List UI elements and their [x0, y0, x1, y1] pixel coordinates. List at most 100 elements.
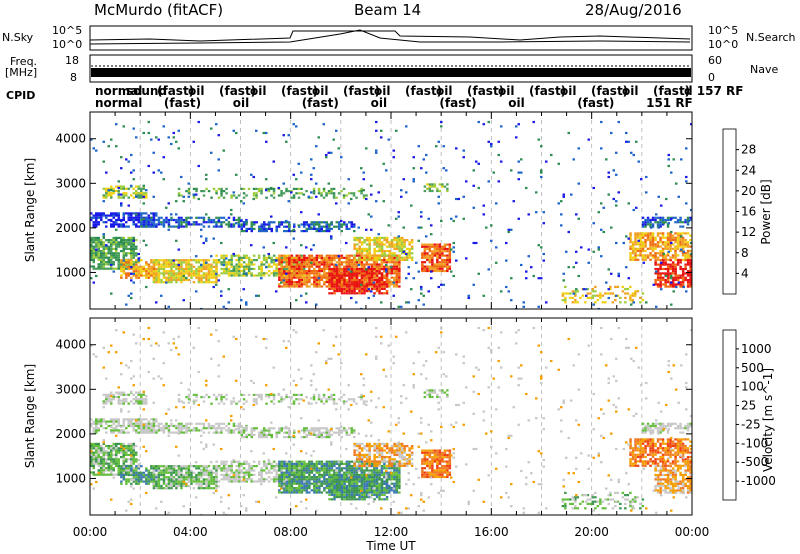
echo-cell — [212, 259, 216, 262]
echo-cell — [375, 243, 379, 246]
echo-cell — [363, 256, 366, 259]
echo-cell — [132, 473, 136, 477]
echo-cell — [681, 243, 685, 246]
echo-cell — [262, 272, 266, 275]
echo-cell — [313, 267, 316, 270]
echo-cell — [634, 292, 637, 295]
echo-cell — [200, 235, 203, 238]
echo-cell — [140, 429, 143, 432]
echo-cell — [674, 232, 677, 235]
echo-cell — [358, 283, 361, 286]
echo-cell — [353, 256, 356, 259]
echo-cell — [162, 427, 166, 430]
echo-cell — [110, 212, 113, 215]
echo-cell — [335, 221, 338, 224]
echo-cell — [407, 266, 410, 269]
echo-cell — [205, 471, 208, 474]
echo-cell — [195, 216, 198, 219]
echo-cell — [135, 453, 138, 456]
echo-cell — [107, 424, 110, 428]
echo-cell — [117, 447, 120, 450]
echo-cell — [165, 261, 168, 264]
echo-cell — [90, 138, 93, 141]
echo-cell — [250, 469, 253, 472]
echo-cell — [272, 261, 276, 264]
echo-cell — [400, 258, 404, 261]
echo-cell — [260, 192, 263, 195]
echo-cell — [393, 256, 396, 259]
echo-cell — [368, 258, 371, 261]
echo-cell — [300, 278, 304, 281]
echo-cell — [265, 259, 268, 262]
echo-cell — [317, 396, 321, 399]
echo-cell — [122, 460, 125, 463]
echo-cell — [398, 261, 401, 264]
echo-cell — [222, 149, 225, 152]
echo-cell — [380, 283, 384, 286]
echo-cell — [664, 261, 667, 264]
echo-cell — [102, 418, 105, 421]
echo-cell — [190, 270, 193, 273]
echo-cell — [644, 258, 647, 261]
echo-cell — [368, 272, 371, 275]
echo-cell — [102, 442, 105, 445]
echo-cell — [157, 429, 161, 432]
echo-cell — [684, 259, 687, 262]
echo-cell — [215, 263, 218, 266]
echo-cell — [232, 471, 236, 474]
echo-cell — [232, 422, 236, 425]
echo-cell — [97, 451, 100, 454]
echo-cell — [252, 175, 255, 179]
echo-cell — [407, 301, 410, 304]
echo-cell — [365, 256, 369, 259]
echo-cell — [347, 398, 351, 401]
echo-cell — [242, 196, 246, 199]
echo-cell — [245, 272, 248, 275]
echo-cell — [137, 225, 140, 228]
echo-cell — [669, 283, 672, 286]
echo-cell — [323, 270, 326, 273]
echo-cell — [217, 225, 221, 228]
echo-cell — [686, 241, 690, 244]
echo-cell — [285, 267, 288, 270]
echo-cell — [365, 197, 368, 201]
echo-cell — [285, 187, 288, 190]
echo-cell — [398, 281, 401, 284]
echo-cell — [222, 259, 226, 262]
echo-cell — [207, 272, 211, 275]
echo-cell — [90, 241, 93, 244]
echo-cell — [140, 221, 143, 224]
echo-cell — [110, 447, 113, 450]
echo-cell — [130, 460, 133, 463]
echo-cell — [300, 272, 304, 275]
echo-cell — [363, 247, 366, 250]
echo-cell — [540, 246, 543, 249]
echo-cell — [200, 263, 203, 267]
echo-cell — [157, 169, 160, 172]
echo-cell — [110, 464, 113, 467]
echo-cell — [340, 270, 344, 273]
echo-cell — [92, 245, 95, 248]
echo-cell — [495, 261, 498, 264]
echo-cell — [278, 256, 281, 259]
echo-cell — [368, 290, 371, 293]
echo-cell — [375, 258, 379, 261]
echo-cell — [100, 267, 103, 270]
echo-cell — [167, 136, 170, 139]
echo-cell — [448, 258, 452, 262]
echo-cell — [393, 265, 396, 268]
freq-tick-high: 18 — [65, 54, 79, 67]
echo-cell — [92, 267, 95, 270]
echo-cell — [92, 429, 95, 432]
echo-cell — [666, 278, 670, 282]
echo-cell — [257, 254, 261, 257]
echo-cell — [373, 239, 376, 242]
echo-cell — [323, 265, 326, 268]
echo-cell — [202, 422, 206, 425]
echo-cell — [684, 232, 687, 235]
echo-cell — [237, 272, 241, 275]
echo-cell — [644, 218, 647, 222]
echo-cell — [355, 276, 359, 279]
echo-cell — [115, 451, 118, 454]
echo-cell — [340, 287, 344, 290]
